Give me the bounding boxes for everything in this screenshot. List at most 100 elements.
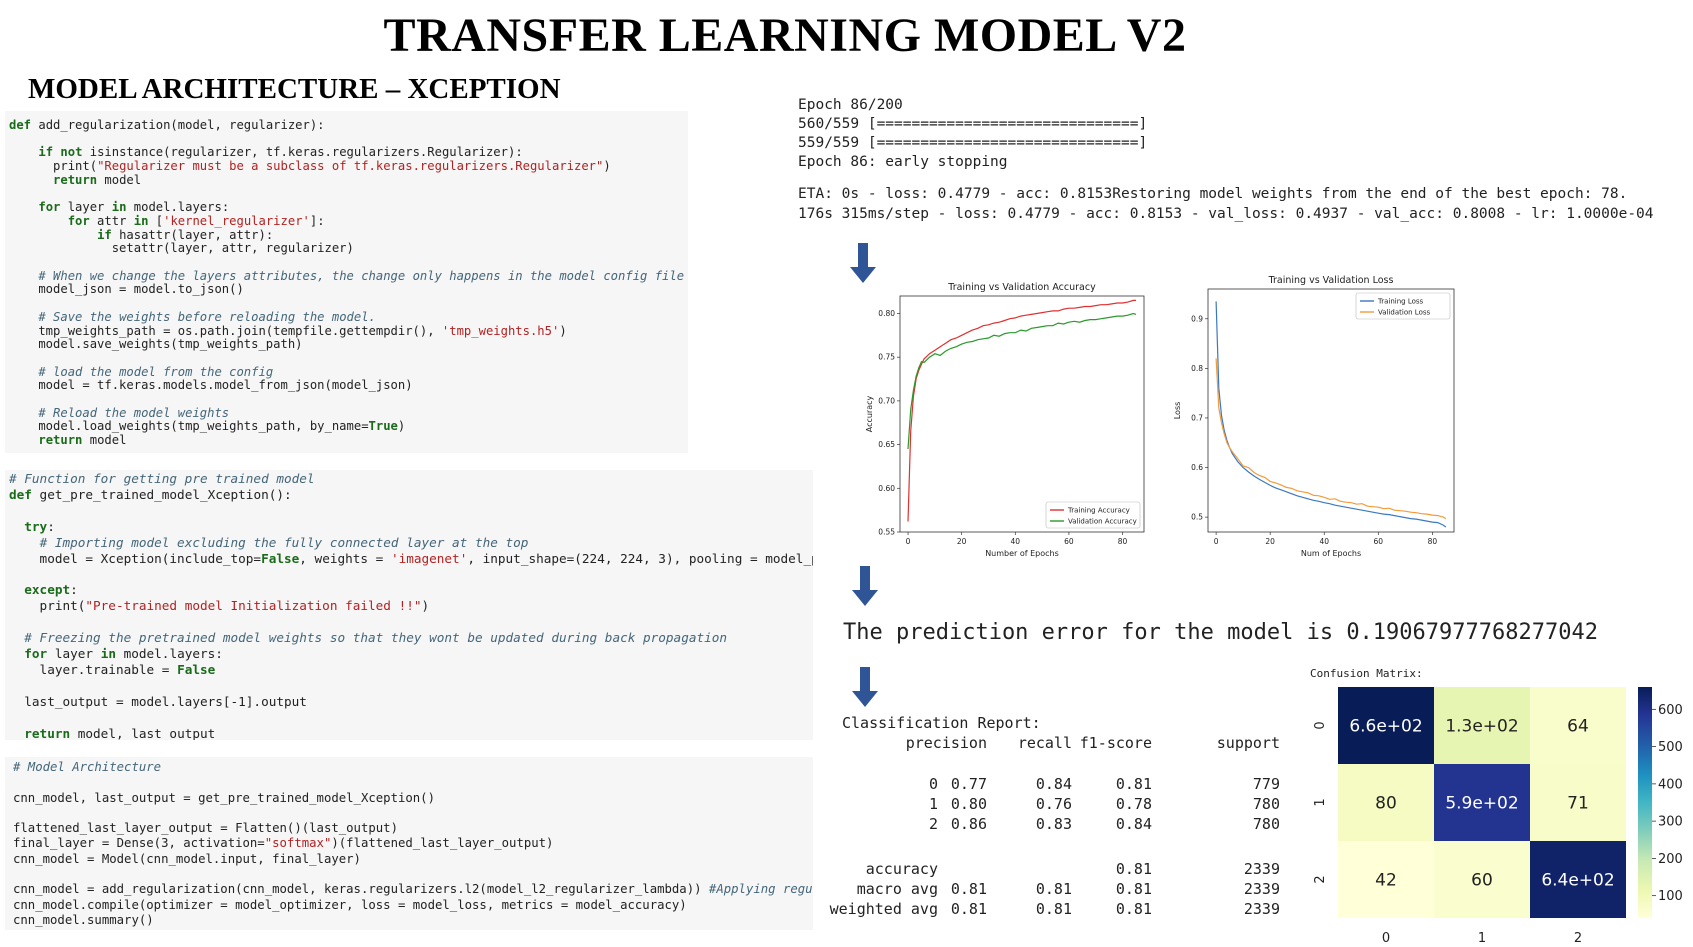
series-line (1215, 358, 1447, 520)
heatmap-cell (1530, 764, 1626, 841)
colorbar (1638, 687, 1652, 918)
chart-title: Training vs Validation Accuracy (947, 282, 1096, 293)
legend-box (1045, 501, 1141, 529)
heatmap-cell (1530, 841, 1626, 918)
report-cell: 1 (928, 795, 938, 813)
code-line: setattr(layer, attr, regularizer) (9, 241, 354, 256)
report-cell: 0.81 (1115, 860, 1152, 878)
report-cell: recall (1017, 734, 1072, 752)
x-axis-label: Number of Epochs (985, 549, 1059, 558)
x-tick-label: 80 (1118, 537, 1128, 546)
code-line: print("Pre-trained model Initialization … (9, 598, 430, 614)
code-line: for layer in model.layers: (38, 200, 230, 215)
code-line (9, 133, 684, 147)
code-line: model = tf.keras.models.model_from_json(… (9, 378, 413, 393)
code-line: for layer in model.layers: (24, 645, 223, 661)
report-cell: 0.77 (950, 775, 987, 793)
log-line: 559/559 [==============================] (798, 135, 1148, 151)
report-cell: 0.81 (1115, 775, 1152, 793)
report-cell: f1-score (1079, 734, 1152, 752)
confusion-matrix-title: Confusion Matrix: (1310, 667, 1423, 680)
code-line: try: (24, 518, 55, 534)
y-tick-label: 0.8 (1191, 364, 1203, 373)
colorbar-tick-label: 200 (1658, 852, 1683, 867)
heatmap-y-label: 2 (1313, 875, 1328, 883)
report-cell: 0 (928, 775, 938, 793)
heatmap-annotation: 42 (1375, 871, 1397, 891)
y-tick-label: 0.80 (878, 309, 895, 318)
heatmap-cell (1434, 687, 1530, 764)
colorbar-tick-label: 600 (1658, 703, 1683, 718)
report-cell: 2 (928, 815, 938, 833)
report-cell: 779 (1252, 775, 1280, 793)
code-line: print("Regularizer must be a subclass of… (9, 159, 611, 174)
code-line: model_json = model.to_json() (9, 282, 244, 297)
classification-report: Classification Report: precision recall f1-… (830, 714, 1297, 924)
plot-frame (899, 295, 1145, 533)
code-line (13, 806, 805, 821)
y-tick-label: 0.7 (1191, 413, 1203, 422)
heatmap-annotation: 1.3e+02 (1445, 717, 1518, 737)
code-line (9, 614, 809, 630)
loss-chart: Training vs Validation Loss 0 20 40 60 80 0.5 0… (1173, 275, 1455, 558)
page-subtitle: MODEL ARCHITECTURE – XCEPTION (28, 73, 561, 105)
page-title: TRANSFER LEARNING MODEL V2 (383, 9, 1187, 62)
training-log: Epoch 86/200 560/559 [===================… (798, 96, 1147, 172)
report-cell: 2339 (1243, 900, 1280, 918)
code-line (9, 710, 809, 726)
report-cell: 0.81 (1115, 880, 1152, 898)
code-line (13, 867, 805, 882)
code-line: # load the model from the config (38, 364, 274, 379)
x-tick-label: 20 (1265, 537, 1275, 546)
code-line (9, 566, 809, 582)
code-line: final_layer = Dense(3, activation="softm… (13, 836, 554, 851)
report-cell: 0.76 (1035, 795, 1072, 813)
code-line: # Freezing the pretrained model weights … (24, 630, 728, 646)
y-tick-label: 0.65 (878, 440, 895, 449)
y-tick-label: 0.9 (1191, 314, 1203, 323)
report-cell: 2339 (1243, 880, 1280, 898)
log-line: 176s 315ms/step - loss: 0.4779 - acc: 0.… (798, 206, 1654, 222)
x-tick-label: 20 (957, 537, 967, 546)
log-line: 560/559 [==============================] (798, 116, 1148, 132)
code-line: cnn_model, last_output = get_pre_trained… (13, 790, 435, 805)
code-line (9, 188, 684, 202)
legend-entry: Validation Loss (1378, 309, 1430, 317)
report-cell: 0.81 (950, 900, 987, 918)
down-arrow-icon (852, 667, 878, 707)
prediction-error-text: The prediction error for the model is 0.… (843, 620, 1598, 645)
report-cell: 780 (1252, 795, 1280, 813)
heatmap-x-label: 0 (1382, 931, 1390, 946)
report-cell: support (1216, 734, 1280, 752)
report-cell: 0.86 (950, 815, 987, 833)
heatmap-x-label: 2 (1574, 931, 1582, 946)
x-tick-label: 40 (1319, 537, 1329, 546)
code-line: cnn_model = add_regularization(cnn_model… (13, 882, 813, 897)
legend-entry: Validation Accuracy (1068, 518, 1137, 526)
y-tick-label: 0.55 (878, 528, 895, 537)
legend-box (1355, 292, 1451, 320)
series-line (1215, 301, 1447, 528)
code-line (9, 352, 684, 366)
code-line: model = Xception(include_top=False, weig… (9, 550, 813, 566)
heatmap-y-label: 1 (1313, 798, 1328, 806)
heatmap-cell (1434, 764, 1530, 841)
log-line: Epoch 86/200 (798, 97, 903, 113)
code-line: model.save_weights(tmp_weights_path) (9, 337, 303, 352)
log-line: Epoch 86: early stopping (798, 154, 1008, 170)
code-line (9, 503, 809, 519)
report-cell: precision (905, 734, 987, 752)
code-line (13, 775, 805, 790)
code-line: return model (38, 433, 127, 448)
heatmap-annotation: 60 (1471, 871, 1493, 891)
code-line: return model, last_output (24, 725, 216, 741)
report-cell: 0.81 (1035, 900, 1072, 918)
code-line: cnn_model = Model(cnn_model.input, final… (13, 851, 361, 866)
y-axis-label: Loss (1173, 402, 1182, 420)
code-block-add-regularization: def add_regularization(model, regularize… (5, 111, 688, 453)
colorbar-tick-label: 400 (1658, 777, 1683, 792)
code-block-pretrained-model: # Function for getting pre trained model… (5, 470, 813, 740)
x-tick-label: 60 (1374, 537, 1384, 546)
x-tick-label: 0 (906, 537, 911, 546)
code-line: if not isinstance(regularizer, tf.keras.… (38, 145, 523, 160)
